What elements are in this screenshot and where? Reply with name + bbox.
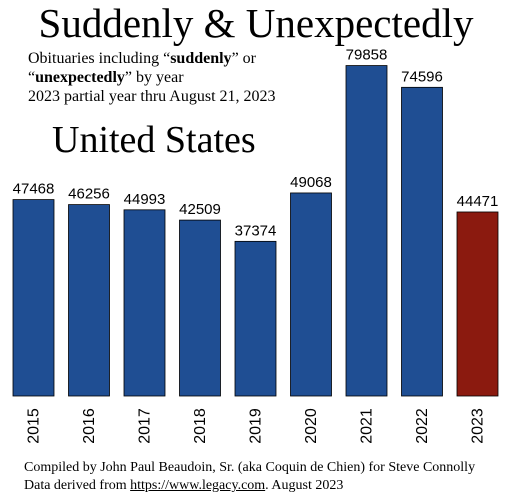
data-label-2018: 42509 [179, 201, 221, 218]
bar-2022 [401, 86, 443, 397]
credits-line-2-prefix: Data derived from [24, 478, 131, 493]
chart-subtitle: Obituaries including “suddenly” or “unex… [28, 49, 276, 106]
bar-2017 [123, 209, 166, 397]
chart-credits: Compiled by John Paul Beaudoin, Sr. (aka… [24, 459, 475, 495]
data-label-2023: 44471 [457, 193, 499, 210]
credits-line-2: Data derived from https://www.legacy.com… [24, 477, 475, 495]
x-tick-label-2016: 2016 [81, 408, 98, 444]
data-label-2015: 47468 [13, 181, 55, 198]
credits-line-2-suffix: . August 2023 [265, 478, 344, 493]
x-tick-label-2015: 2015 [26, 408, 43, 444]
chart-title: Suddenly & Unexpectedly [38, 0, 474, 46]
bar-2020 [290, 192, 332, 397]
subtitle-line-2-prefix: “ [28, 69, 36, 86]
data-label-2021: 79858 [346, 47, 388, 64]
bar-2018 [179, 219, 221, 397]
x-tick-label-2020: 2020 [303, 408, 320, 444]
bar-2015 [12, 199, 55, 397]
x-tick-label-2018: 2018 [192, 408, 209, 444]
subtitle-line-2: “unexpectedly” by year [28, 68, 276, 87]
subtitle-line-1: Obituaries including “suddenly” or [28, 49, 276, 68]
x-tick-label-2017: 2017 [137, 408, 154, 444]
region-label: United States [52, 119, 256, 161]
keyword-suddenly: suddenly [170, 50, 232, 67]
source-link[interactable]: https://www.legacy.com [130, 478, 266, 493]
data-label-2016: 46256 [68, 186, 110, 203]
data-label-2020: 49068 [290, 174, 332, 191]
bar-2021 [345, 65, 388, 397]
bar-2023 [456, 211, 499, 397]
data-label-2017: 44993 [124, 191, 166, 208]
subtitle-line-3: 2023 partial year thru August 21, 2023 [28, 88, 276, 105]
x-tick-label-2021: 2021 [359, 408, 376, 444]
x-tick-label-2019: 2019 [248, 408, 265, 444]
x-tick-label-2022: 2022 [414, 408, 431, 444]
keyword-unexpectedly: unexpectedly [35, 69, 125, 86]
bar-2019 [234, 240, 277, 397]
data-label-2022: 74596 [401, 68, 443, 85]
subtitle-line-1-prefix: Obituaries including “ [28, 50, 171, 67]
x-tick-label-2023: 2023 [470, 408, 487, 444]
bar-2016 [68, 204, 110, 397]
data-label-2019: 37374 [235, 222, 277, 239]
subtitle-line-1-suffix: ” or [231, 50, 256, 67]
credits-line-1: Compiled by John Paul Beaudoin, Sr. (aka… [24, 460, 476, 475]
subtitle-line-2-suffix: ” by year [124, 69, 184, 86]
